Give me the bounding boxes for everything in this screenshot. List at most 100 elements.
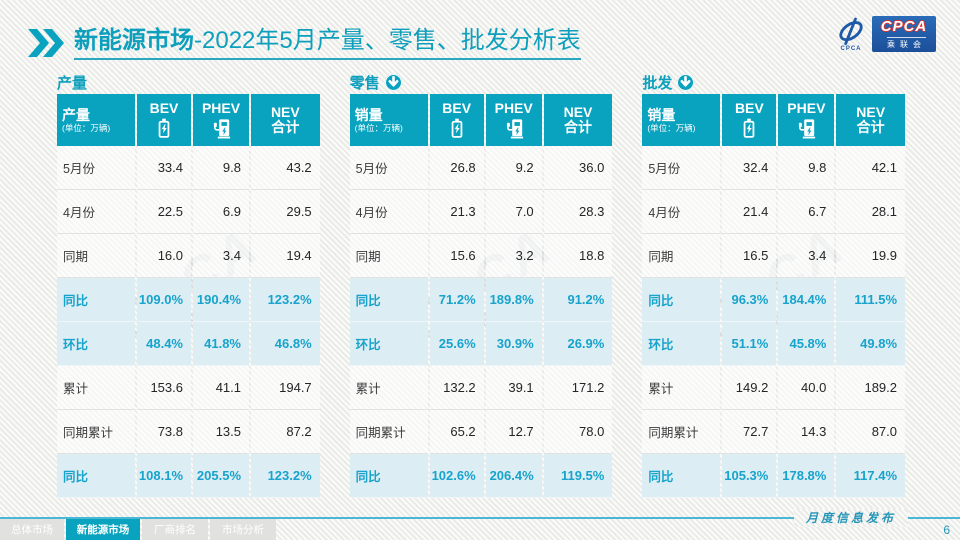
cell-value: 21.3: [429, 190, 484, 234]
section-head: 批发: [642, 72, 905, 92]
swoosh-icon: [839, 17, 863, 45]
charger-icon: [506, 119, 523, 139]
row-label: 5月份: [57, 146, 135, 190]
row-label: 同比: [349, 454, 428, 498]
table-row: 环比 25.6% 30.9% 26.9%: [349, 322, 613, 366]
cell-value: 190.4%: [193, 278, 249, 322]
row-label: 同期: [642, 234, 721, 278]
row-label: 同比: [642, 278, 721, 322]
table-row: 同期 16.5 3.4 19.9: [642, 234, 906, 278]
cell-value: 171.2: [543, 366, 613, 410]
table-row: 同比 108.1% 205.5% 123.2%: [57, 454, 320, 498]
bev-column-label: BEV: [442, 100, 472, 116]
section-title: 批发: [642, 74, 673, 92]
cell-value: 178.8%: [778, 454, 835, 498]
cell-value: 87.2: [251, 410, 320, 454]
row-label: 同比: [57, 454, 135, 498]
unit-label: (单位：万辆): [647, 122, 696, 133]
cell-value: 28.3: [543, 190, 613, 234]
cell-value: 189.8%: [485, 278, 542, 322]
phev-header-cell: PHEV: [193, 94, 249, 146]
row-label: 同期: [349, 234, 428, 278]
table-row: 同比 109.0% 190.4% 123.2%: [57, 278, 320, 322]
tab-overall-market[interactable]: 总体市场: [0, 519, 64, 540]
cell-value: 3.4: [778, 234, 835, 278]
nev-total-header-cell: NEV 合计: [836, 94, 906, 146]
table-row: 环比 51.1% 45.8% 49.8%: [642, 322, 906, 366]
page-number: 6: [943, 523, 950, 537]
cell-value: 18.8: [543, 234, 613, 278]
row-label: 环比: [642, 322, 721, 366]
cell-value: 194.7: [251, 366, 320, 410]
nev-total-label: 合计: [271, 119, 300, 135]
bev-header-cell: BEV: [722, 94, 777, 146]
cell-value: 119.5%: [543, 454, 613, 498]
phev-header-cell: PHEV: [485, 94, 542, 146]
nev-column-label: NEV: [563, 104, 593, 120]
table-row: 同比 71.2% 189.8% 91.2%: [349, 278, 613, 322]
cell-value: 78.0: [543, 410, 613, 454]
table-row: 累计 153.6 41.1 194.7: [57, 366, 320, 410]
row-label: 累计: [349, 366, 428, 410]
cell-value: 149.2: [722, 366, 777, 410]
table-row: 同期 16.0 3.4 19.4: [57, 234, 320, 278]
table-row: 同期累计 65.2 12.7 78.0: [349, 410, 613, 454]
cell-value: 184.4%: [778, 278, 835, 322]
cell-value: 65.2: [429, 410, 484, 454]
cell-value: 41.1: [193, 366, 249, 410]
row-label: 同期累计: [349, 410, 428, 454]
table-row: 4月份 22.5 6.9 29.5: [57, 190, 320, 234]
row-label: 4月份: [349, 190, 428, 234]
cell-value: 153.6: [137, 366, 191, 410]
cell-value: 9.8: [778, 146, 835, 190]
cpca-swoosh: CPCA: [834, 16, 868, 52]
row-label: 累计: [57, 366, 135, 410]
cell-value: 22.5: [137, 190, 191, 234]
table-row: 环比 48.4% 41.8% 46.8%: [57, 322, 320, 366]
cell-value: 96.3%: [722, 278, 777, 322]
table-row: 累计 132.2 39.1 171.2: [349, 366, 613, 410]
cell-value: 13.5: [193, 410, 249, 454]
cell-value: 91.2%: [543, 278, 613, 322]
measure-header-cell: 销量 (单位：万辆): [349, 94, 428, 146]
page-title: 新能源市场-2022年5月产量、零售、批发分析表: [74, 26, 581, 60]
section-head: 产量: [57, 72, 320, 92]
table-header-row: 销量 (单位：万辆) BEV PHEV: [642, 94, 906, 146]
cell-value: 49.8%: [836, 322, 906, 366]
measure-label: 销量: [354, 106, 383, 123]
battery-icon: [451, 118, 463, 138]
row-label: 同期: [57, 234, 135, 278]
battery-icon: [744, 118, 755, 138]
tab-oem-ranking[interactable]: 厂商排名: [142, 519, 208, 540]
cell-value: 32.4: [722, 146, 777, 190]
cell-value: 9.2: [485, 146, 542, 190]
bev-column-label: BEV: [734, 100, 764, 116]
cell-value: 36.0: [543, 146, 613, 190]
cell-value: 45.8%: [778, 322, 835, 366]
measure-label: 销量: [647, 106, 676, 123]
cell-value: 26.8: [429, 146, 484, 190]
measure-header-cell: 销量 (单位：万辆): [642, 94, 721, 146]
unit-label: (单位：万辆): [62, 122, 111, 133]
tab-nev-market[interactable]: 新能源市场: [66, 519, 140, 540]
row-label: 同期累计: [57, 410, 135, 454]
cell-value: 16.0: [137, 234, 191, 278]
cell-value: 12.7: [485, 410, 542, 454]
cell-value: 43.2: [251, 146, 320, 190]
nev-total-label: 合计: [564, 119, 592, 135]
nev-table-section-2: 批发 销量 (单位：万辆) BEV: [642, 72, 906, 498]
cell-value: 111.5%: [836, 278, 906, 322]
cell-value: 25.6%: [429, 322, 484, 366]
phev-header-cell: PHEV: [778, 94, 835, 146]
data-table: 销量 (单位：万辆) BEV PHEV: [349, 94, 613, 498]
cell-value: 72.7: [722, 410, 777, 454]
tab-market-analysis[interactable]: 市场分析: [210, 519, 276, 540]
cell-value: 189.2: [836, 366, 906, 410]
cell-value: 19.9: [836, 234, 906, 278]
table-row: 5月份 32.4 9.8 42.1: [642, 146, 906, 190]
cell-value: 105.3%: [722, 454, 777, 498]
section-title: 产量: [57, 74, 88, 92]
nev-column-label: NEV: [856, 104, 886, 120]
footer-divider-line: [0, 517, 960, 519]
